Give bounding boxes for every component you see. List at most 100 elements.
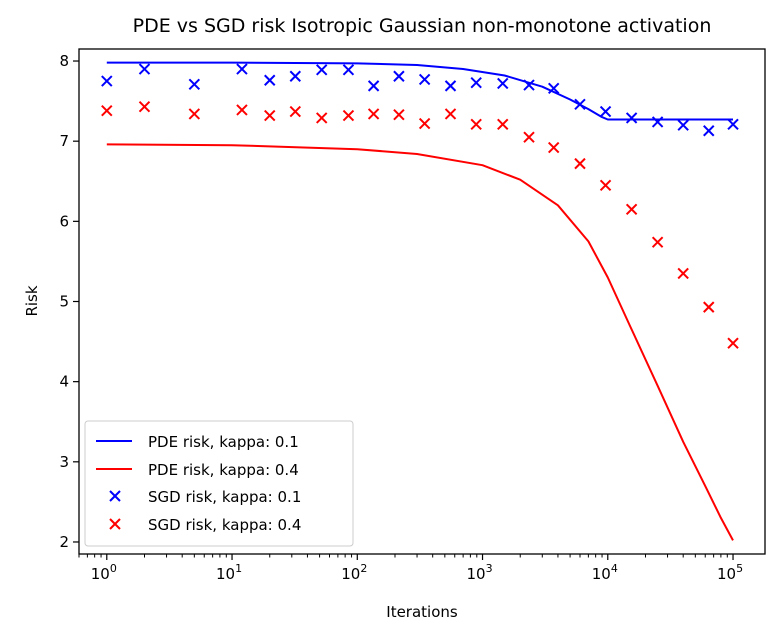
- point-stroke: [342, 64, 355, 76]
- data-point-sgd-risk-kappa-0-4: [651, 236, 664, 248]
- point-stroke: [523, 79, 535, 91]
- point-stroke: [470, 76, 482, 89]
- legend: PDE risk, kappa: 0.1 PDE risk, kappa: 0.…: [84, 420, 354, 547]
- data-point-sgd-risk-kappa-0-4: [342, 109, 355, 122]
- data-point-sgd-risk-kappa-0-4: [264, 109, 276, 122]
- point-stroke: [574, 98, 586, 111]
- x-tick-label: 104: [592, 562, 618, 583]
- x-axis: 100 101 102 103 104 105: [78, 554, 743, 583]
- data-point-sgd-risk-kappa-0-4: [316, 112, 328, 124]
- data-point-sgd-risk-kappa-0-4: [289, 105, 302, 118]
- point-stroke: [342, 109, 355, 122]
- data-point-sgd-risk-kappa-0-4: [497, 118, 509, 131]
- y-axis-label: Risk: [23, 285, 41, 316]
- point-stroke: [418, 117, 431, 130]
- data-point-sgd-risk-kappa-0-1: [547, 82, 560, 94]
- point-stroke: [289, 105, 302, 118]
- point-stroke: [101, 75, 113, 87]
- data-point-sgd-risk-kappa-0-1: [703, 125, 715, 137]
- y-axis: 2 3 4 5 6 7 8: [59, 52, 79, 551]
- point-stroke: [418, 73, 431, 86]
- legend-label-sgd-kappa-0-4: SGD risk, kappa: 0.4: [148, 516, 301, 534]
- point-stroke: [264, 74, 276, 86]
- data-point-sgd-risk-kappa-0-1: [625, 112, 638, 124]
- data-point-sgd-risk-kappa-0-4: [574, 157, 586, 170]
- point-stroke: [316, 64, 328, 76]
- point-stroke: [497, 77, 509, 90]
- data-point-sgd-risk-kappa-0-4: [236, 104, 248, 116]
- chart-title: PDE vs SGD risk Isotropic Gaussian non-m…: [133, 15, 712, 37]
- point-stroke: [393, 70, 405, 82]
- series-layer: [101, 61, 739, 541]
- point-stroke: [547, 82, 560, 94]
- series-line-pde-risk-kappa-0-4: [106, 143, 734, 541]
- data-point-sgd-risk-kappa-0-1: [289, 70, 302, 82]
- y-tick-label: 5: [59, 293, 69, 311]
- legend-label-pde-kappa-0-1: PDE risk, kappa: 0.1: [148, 433, 299, 451]
- x-tick-label: 103: [466, 562, 492, 583]
- data-point-sgd-risk-kappa-0-4: [727, 337, 739, 349]
- data-point-sgd-risk-kappa-0-1: [599, 105, 612, 118]
- data-point-sgd-risk-kappa-0-4: [677, 267, 689, 280]
- data-point-sgd-risk-kappa-0-4: [599, 179, 612, 191]
- point-stroke: [547, 141, 560, 154]
- y-tick-label: 8: [59, 52, 69, 70]
- legend-marker-sgd-kappa-0-4: [109, 518, 121, 530]
- data-point-sgd-risk-kappa-0-4: [418, 117, 431, 130]
- x-axis-label: Iterations: [386, 603, 458, 621]
- data-point-sgd-risk-kappa-0-4: [625, 203, 638, 216]
- data-point-sgd-risk-kappa-0-1: [316, 64, 328, 76]
- point-stroke: [727, 118, 739, 131]
- x-tick-label: 105: [717, 562, 743, 583]
- y-tick-label: 7: [59, 132, 69, 150]
- point-stroke: [188, 78, 201, 90]
- data-point-sgd-risk-kappa-0-1: [342, 64, 355, 76]
- data-point-sgd-risk-kappa-0-1: [393, 70, 405, 82]
- point-stroke: [236, 63, 248, 75]
- data-point-sgd-risk-kappa-0-1: [651, 116, 664, 128]
- point-stroke: [703, 301, 715, 313]
- point-stroke: [574, 157, 586, 170]
- point-stroke: [727, 337, 739, 349]
- series-line-pde-risk-kappa-0-1: [106, 61, 733, 121]
- data-point-sgd-risk-kappa-0-1: [574, 98, 586, 111]
- point-stroke: [393, 109, 405, 121]
- x-tick-label: 102: [341, 562, 367, 583]
- data-point-sgd-risk-kappa-0-4: [444, 108, 457, 120]
- data-point-sgd-risk-kappa-0-1: [523, 79, 535, 91]
- data-point-sgd-risk-kappa-0-4: [138, 101, 151, 113]
- point-stroke: [289, 70, 302, 82]
- point-stroke: [497, 118, 509, 131]
- x-tick-label: 100: [91, 562, 117, 583]
- point-stroke: [444, 80, 457, 92]
- data-point-sgd-risk-kappa-0-1: [188, 78, 201, 90]
- point-stroke: [470, 118, 482, 131]
- data-point-sgd-risk-kappa-0-4: [523, 131, 535, 143]
- data-point-sgd-risk-kappa-0-1: [418, 73, 431, 86]
- data-point-sgd-risk-kappa-0-1: [264, 74, 276, 86]
- point-stroke: [677, 267, 689, 280]
- point-stroke: [599, 179, 612, 191]
- data-point-sgd-risk-kappa-0-1: [444, 80, 457, 92]
- data-point-sgd-risk-kappa-0-1: [236, 63, 248, 75]
- x-tick-label: 101: [216, 562, 242, 583]
- data-point-sgd-risk-kappa-0-4: [367, 108, 380, 120]
- point-stroke: [523, 131, 535, 143]
- point-stroke: [703, 125, 715, 137]
- data-point-sgd-risk-kappa-0-1: [101, 75, 113, 87]
- legend-label-sgd-kappa-0-1: SGD risk, kappa: 0.1: [148, 488, 301, 506]
- data-point-sgd-risk-kappa-0-1: [367, 80, 380, 92]
- data-point-sgd-risk-kappa-0-4: [703, 301, 715, 313]
- point-stroke: [101, 105, 113, 117]
- point-stroke: [625, 203, 638, 216]
- point-stroke: [677, 119, 689, 131]
- data-point-sgd-risk-kappa-0-1: [470, 76, 482, 89]
- point-stroke: [651, 236, 664, 248]
- data-point-sgd-risk-kappa-0-4: [470, 118, 482, 131]
- legend-marker-sgd-kappa-0-1: [109, 490, 121, 502]
- point-stroke: [316, 112, 328, 124]
- data-point-sgd-risk-kappa-0-4: [547, 141, 560, 154]
- data-point-sgd-risk-kappa-0-1: [497, 77, 509, 90]
